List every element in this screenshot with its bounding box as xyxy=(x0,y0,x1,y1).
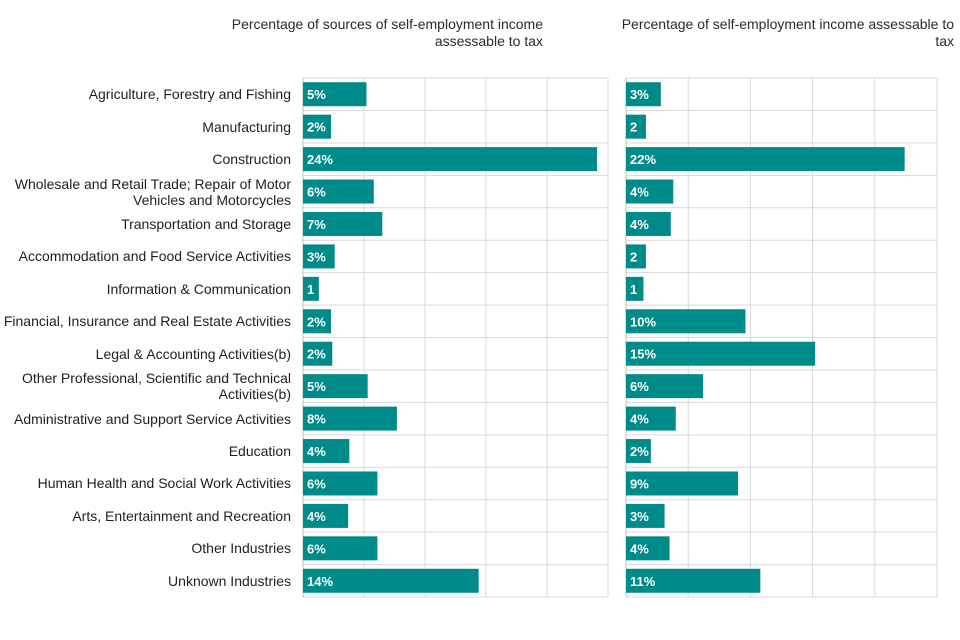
category-label: Unknown Industries xyxy=(168,572,291,589)
data-label: 9% xyxy=(630,476,649,491)
bar xyxy=(626,179,674,204)
bar xyxy=(303,147,598,172)
bar xyxy=(626,82,661,107)
data-label: 3% xyxy=(307,249,326,264)
category-label: Human Health and Social Work Activities xyxy=(37,475,291,492)
bar xyxy=(303,276,319,301)
bar xyxy=(303,406,397,431)
category-label: Manufacturing xyxy=(202,118,291,135)
category-label: Agriculture, Forestry and Fishing xyxy=(88,86,291,103)
data-label: 7% xyxy=(307,217,326,232)
category-label: Information & Communication xyxy=(106,280,291,297)
category-label: Arts, Entertainment and Recreation xyxy=(72,507,291,524)
data-label: 5% xyxy=(307,87,326,102)
bar xyxy=(303,341,333,366)
bar xyxy=(626,536,670,561)
data-label: 2% xyxy=(307,314,326,329)
bar xyxy=(626,471,738,496)
data-label: 2% xyxy=(307,120,326,135)
data-label: 4% xyxy=(307,444,326,459)
bar xyxy=(626,439,651,464)
data-label: 8% xyxy=(307,412,326,427)
bar xyxy=(303,179,374,204)
panel-2-title: Percentage of self-employment income ass… xyxy=(621,16,954,49)
category-label: Other Industries xyxy=(191,540,291,557)
bar xyxy=(303,536,378,561)
bar xyxy=(303,471,378,496)
bar xyxy=(626,114,646,139)
bar xyxy=(626,147,905,172)
data-label: 6% xyxy=(307,476,326,491)
bar xyxy=(626,374,704,399)
data-label: 10% xyxy=(630,314,656,329)
category-label: Wholesale and Retail Trade; Repair of Mo… xyxy=(14,175,291,208)
data-label: 1 xyxy=(307,282,314,297)
bar xyxy=(626,406,676,431)
category-label: Other Professional, Scientific and Techn… xyxy=(22,370,291,403)
bar xyxy=(303,439,350,464)
bar xyxy=(626,568,761,593)
data-label: 5% xyxy=(307,379,326,394)
bar xyxy=(303,309,332,334)
data-label: 4% xyxy=(307,509,326,524)
category-label: Legal & Accounting Activities(b) xyxy=(95,345,291,362)
category-label: Education xyxy=(228,443,291,460)
data-label: 11% xyxy=(630,574,656,589)
bar xyxy=(303,211,383,236)
data-label: 6% xyxy=(630,379,649,394)
panel-1-title: Percentage of sources of self-employment… xyxy=(231,16,543,49)
bar xyxy=(626,309,746,334)
data-label: 3% xyxy=(630,509,649,524)
data-label: 24% xyxy=(307,152,333,167)
bar xyxy=(626,341,816,366)
data-label: 4% xyxy=(630,185,649,200)
data-label: 3% xyxy=(630,87,649,102)
data-label: 6% xyxy=(307,541,326,556)
data-label: 6% xyxy=(307,185,326,200)
data-label: 1 xyxy=(630,282,637,297)
bar xyxy=(626,503,665,528)
bar xyxy=(303,568,479,593)
bar xyxy=(303,114,332,139)
data-label: 22% xyxy=(630,152,656,167)
category-label: Administrative and Support Service Activ… xyxy=(13,410,291,427)
category-label: Accommodation and Food Service Activitie… xyxy=(18,248,291,265)
category-label: Construction xyxy=(212,151,291,168)
data-label: 4% xyxy=(630,217,649,232)
category-label: Transportation and Storage xyxy=(121,215,291,232)
bar xyxy=(303,503,349,528)
data-label: 15% xyxy=(630,347,656,362)
bar xyxy=(626,211,671,236)
data-label: 2% xyxy=(630,444,649,459)
bar xyxy=(303,374,368,399)
bar xyxy=(626,276,644,301)
bar xyxy=(303,244,335,269)
bar xyxy=(626,244,646,269)
data-label: 4% xyxy=(630,541,649,556)
bar xyxy=(303,82,367,107)
data-label: 14% xyxy=(307,574,333,589)
data-label: 4% xyxy=(630,412,649,427)
data-label: 2 xyxy=(630,120,637,135)
data-label: 2 xyxy=(630,249,637,264)
data-label: 2% xyxy=(307,347,326,362)
category-label: Financial, Insurance and Real Estate Act… xyxy=(3,313,291,330)
